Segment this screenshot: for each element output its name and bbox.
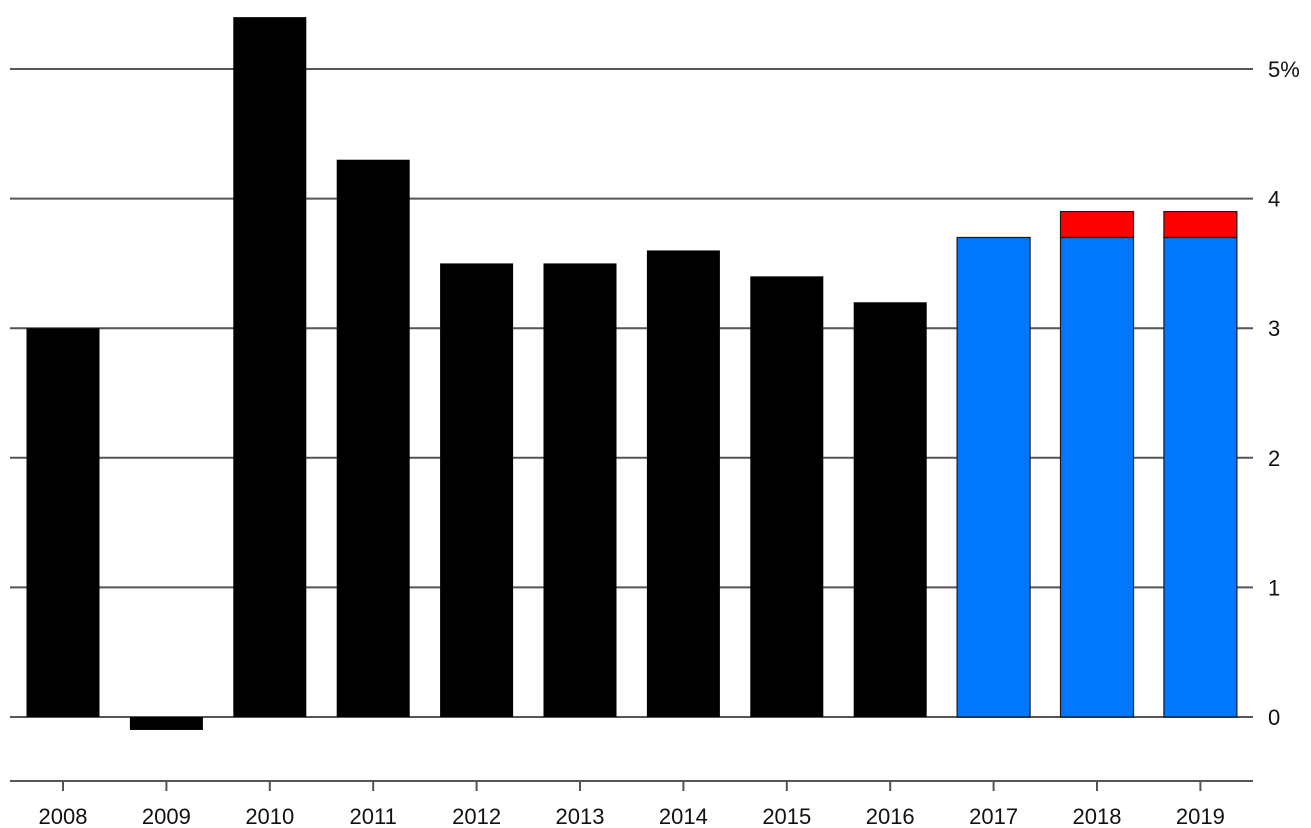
x-tick-label-2017: 2017 xyxy=(969,804,1018,828)
bars xyxy=(26,17,1238,730)
bar-2015-series-0 xyxy=(750,276,824,717)
x-tick-label-2016: 2016 xyxy=(866,804,915,828)
x-tick-label-2011: 2011 xyxy=(350,804,397,828)
bar-2011-series-0 xyxy=(336,159,410,718)
bar-2019-series-2 xyxy=(1163,210,1238,239)
x-tick-label-2013: 2013 xyxy=(556,804,605,828)
bar-2012-series-0 xyxy=(440,263,514,717)
bar-2008-series-0 xyxy=(26,328,100,717)
x-tick-label-2008: 2008 xyxy=(39,804,88,828)
bar-2013-series-0 xyxy=(543,263,617,717)
gridlines xyxy=(10,68,1253,718)
bar-2009-series-0 xyxy=(129,717,203,730)
bar-2014-series-0 xyxy=(646,250,720,717)
y-tick-label: 3 xyxy=(1268,316,1280,341)
x-tick-label-2009: 2009 xyxy=(142,804,191,828)
y-axis-labels: 0 1 2 3 4 5% xyxy=(1268,57,1300,730)
y-tick-label: 5% xyxy=(1268,57,1300,82)
y-tick-label: 1 xyxy=(1268,575,1280,600)
x-tick-label-2018: 2018 xyxy=(1073,804,1122,828)
x-tick-label-2012: 2012 xyxy=(452,804,501,828)
x-tick-label-2014: 2014 xyxy=(659,804,708,828)
bar-2018-series-1 xyxy=(1059,236,1135,718)
y-tick-label: 4 xyxy=(1268,187,1280,212)
bar-2016-series-0 xyxy=(853,302,927,717)
x-axis: 2008 2009 2010 2011 2012 2013 2014 2015 2016 2017… xyxy=(10,780,1253,828)
bar-2017-series-1 xyxy=(956,236,1031,718)
x-tick-label-2010: 2010 xyxy=(245,804,294,828)
bar-2019-series-1 xyxy=(1163,236,1238,718)
x-tick-label-2019: 2019 xyxy=(1176,804,1225,828)
bar-2018-series-2 xyxy=(1059,210,1135,239)
x-tick-label-2015: 2015 xyxy=(762,804,811,828)
bar-2010-series-0 xyxy=(233,17,307,718)
y-tick-label: 0 xyxy=(1268,705,1280,730)
y-tick-label: 2 xyxy=(1268,446,1280,471)
